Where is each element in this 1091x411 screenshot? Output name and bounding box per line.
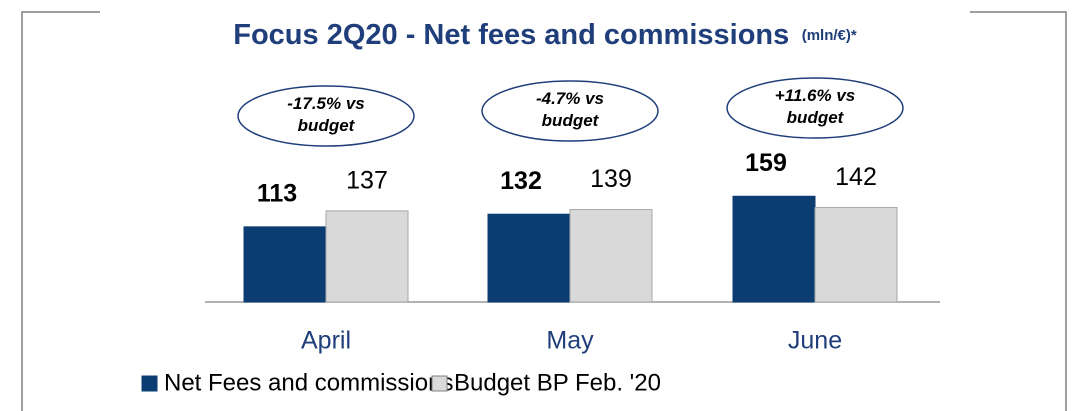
annotation: -4.7% vs budget <box>536 89 604 130</box>
annotation-line: -4.7% vs <box>536 89 604 108</box>
legend-marker <box>431 375 448 392</box>
annotation: +11.6% vs budget <box>775 86 856 127</box>
x-tick-label: June <box>788 327 842 355</box>
annotation-line: budget <box>298 116 356 135</box>
annotation-line: +11.6% vs <box>775 86 856 105</box>
x-tick-label: April <box>301 327 351 355</box>
x-tick-label: May <box>546 327 594 355</box>
data-label: 159 <box>745 149 787 177</box>
legend-marker <box>141 375 158 392</box>
data-label: 137 <box>346 167 388 195</box>
bar <box>814 207 898 303</box>
legend-label: Net Fees and commissions <box>164 369 453 396</box>
annotation-ellipse <box>481 80 659 142</box>
data-label: 132 <box>500 167 542 195</box>
annotation-ellipse <box>726 77 904 139</box>
data-label: 142 <box>835 163 877 191</box>
annotation-line: budget <box>542 111 600 130</box>
chart-title: Focus 2Q20 - Net fees and commissions <box>233 19 789 51</box>
bar <box>243 226 327 303</box>
bar <box>569 209 653 303</box>
bar <box>732 195 816 303</box>
chart-subtitle: (mln/€)* <box>802 27 857 44</box>
annotation-line: budget <box>787 108 845 127</box>
bar <box>487 213 571 303</box>
annotation-line: -17.5% vs <box>287 94 365 113</box>
data-label: 139 <box>590 165 632 193</box>
frame-left <box>21 11 100 411</box>
frame-right <box>970 11 1067 411</box>
annotation-ellipse <box>237 85 415 147</box>
annotation: -17.5% vs budget <box>287 94 365 135</box>
legend-label: Budget BP Feb. '20 <box>454 369 661 396</box>
data-label: 113 <box>257 179 297 207</box>
chart-title-group: Focus 2Q20 - Net fees and commissions (m… <box>233 19 857 51</box>
bar <box>325 210 409 303</box>
